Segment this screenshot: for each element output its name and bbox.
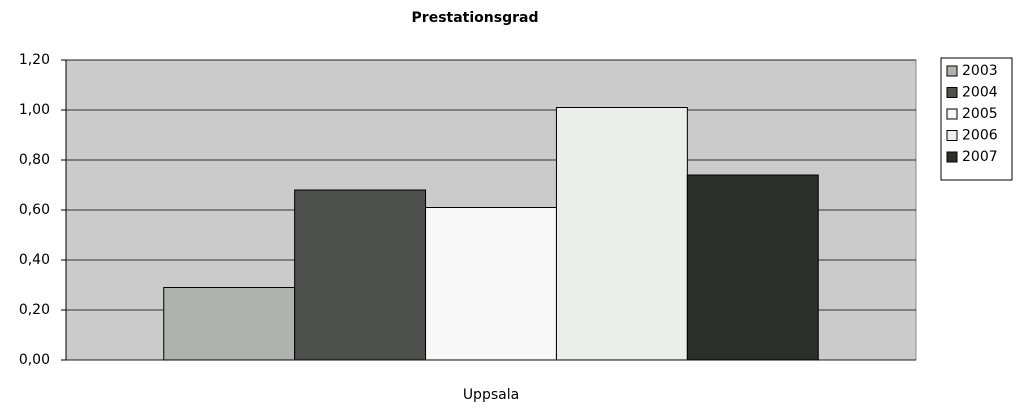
y-tick-label: 0,80 bbox=[19, 152, 50, 168]
y-tick-label: 0,00 bbox=[19, 352, 50, 368]
legend-swatch bbox=[946, 65, 958, 77]
legend-label: 2003 bbox=[962, 63, 998, 79]
bar bbox=[425, 207, 557, 361]
legend-label: 2007 bbox=[962, 149, 998, 165]
legend-swatch bbox=[946, 87, 958, 98]
y-tick-label: 0,40 bbox=[19, 252, 50, 268]
legend-label: 2005 bbox=[962, 106, 998, 122]
chart-title: Prestationsgrad bbox=[412, 10, 539, 26]
bar bbox=[555, 107, 688, 361]
legend-swatch bbox=[946, 130, 958, 141]
y-tick-label: 0,20 bbox=[19, 302, 50, 318]
bar bbox=[294, 189, 427, 361]
bar bbox=[686, 174, 819, 361]
legend-swatch bbox=[946, 108, 958, 120]
bar bbox=[163, 287, 296, 361]
x-tick-label: Uppsala bbox=[463, 387, 519, 403]
y-tick-label: 1,00 bbox=[19, 102, 50, 118]
legend-label: 2006 bbox=[962, 128, 998, 144]
y-tick-label: 1,20 bbox=[19, 52, 50, 68]
legend-label: 2004 bbox=[962, 85, 998, 101]
y-tick-label: 0,60 bbox=[19, 202, 50, 218]
legend-swatch bbox=[946, 151, 958, 163]
